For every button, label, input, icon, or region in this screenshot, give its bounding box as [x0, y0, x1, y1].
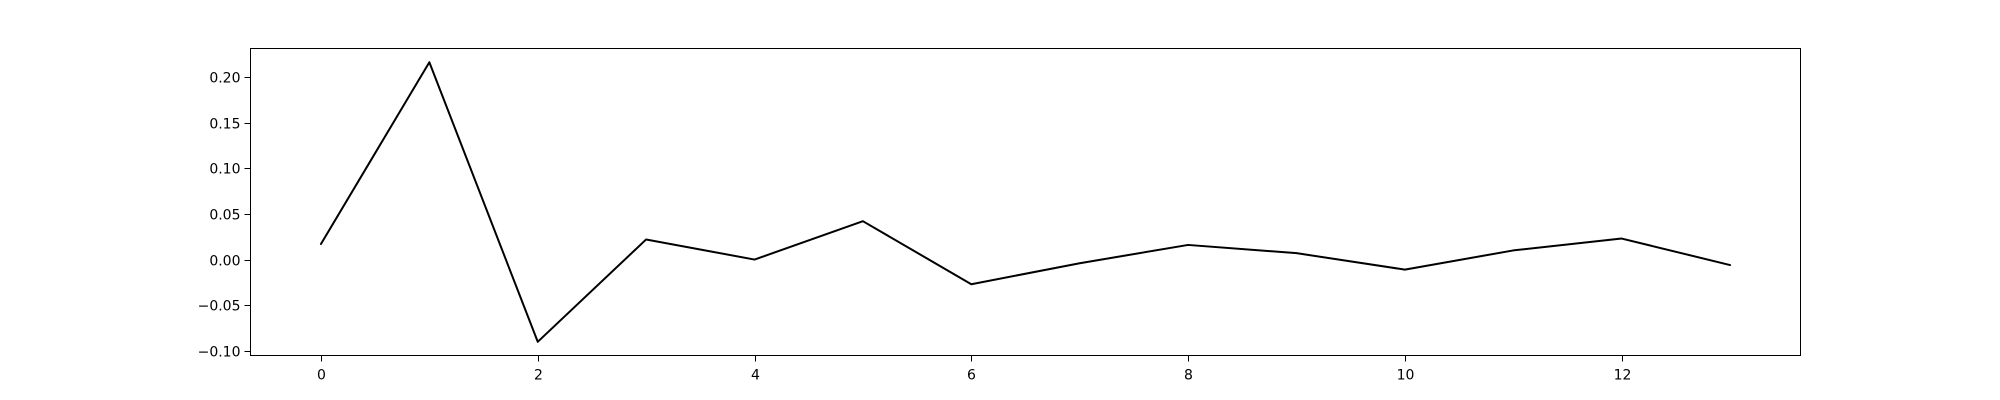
y-tick-label: 0.15	[209, 117, 240, 133]
x-tick-label: 8	[1184, 368, 1193, 384]
y-axis: −0.10 −0.05 0.00 0.05 0.10 0.15 0.20	[198, 71, 251, 361]
x-tick-label: 0	[317, 368, 326, 384]
x-tick-label: 4	[751, 368, 760, 384]
series-line	[319, 61, 1732, 343]
x-axis: 0 2 4 6 8 10 12	[317, 355, 1632, 384]
x-tick-label: 12	[1614, 368, 1632, 384]
y-tick-label: −0.05	[198, 299, 241, 315]
axes-frame	[250, 48, 1801, 356]
y-tick-label: 0.00	[209, 254, 240, 270]
x-tick-label: 2	[534, 368, 543, 384]
x-tick-label: 10	[1397, 368, 1415, 384]
y-tick-label: 0.05	[209, 208, 240, 224]
x-tick-label: 6	[967, 368, 976, 384]
y-tick-label: −0.10	[198, 345, 241, 361]
y-tick-label: 0.10	[209, 162, 240, 178]
y-tick-label: 0.20	[209, 71, 240, 87]
series-layer	[319, 61, 1732, 343]
